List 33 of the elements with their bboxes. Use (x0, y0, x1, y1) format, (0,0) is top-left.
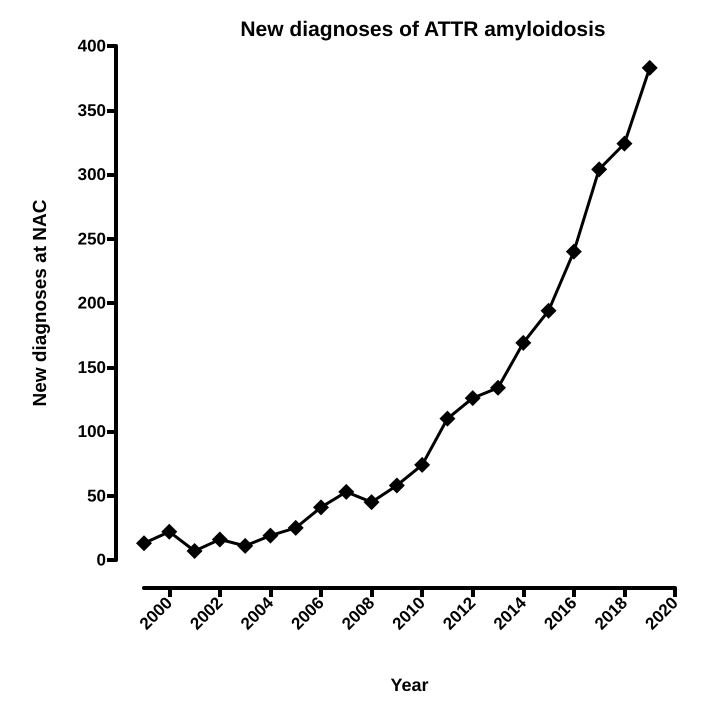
point (288, 520, 304, 536)
y-tick-label: 300 (78, 165, 106, 184)
y-tick-label: 250 (78, 229, 106, 248)
point (262, 528, 278, 544)
point (515, 334, 532, 351)
point (540, 302, 557, 319)
y-axis-title: New diagnoses at NAC (30, 199, 51, 406)
point (388, 477, 405, 494)
point (591, 161, 608, 178)
y-tick-label: 400 (78, 36, 106, 56)
point (490, 380, 506, 396)
y-tick-label: 200 (78, 294, 106, 312)
point (237, 538, 254, 554)
point (136, 535, 152, 552)
y-tick-label: 350 (78, 100, 106, 120)
point (616, 136, 632, 152)
point (212, 531, 228, 548)
y-tick-label: 50 (87, 486, 106, 506)
x-axis-title: Year (390, 675, 429, 695)
point (186, 543, 203, 560)
y-tick-label: 0 (96, 550, 106, 570)
point (566, 244, 582, 260)
point (338, 484, 354, 500)
point (464, 390, 481, 406)
point (313, 499, 329, 516)
chart-title: New diagnoses of ATTR amyloidosis (240, 18, 606, 41)
y-tick-label: 150 (78, 358, 106, 377)
point (161, 524, 178, 540)
y-tick-label: 100 (78, 422, 106, 441)
point (642, 60, 658, 76)
point (364, 494, 380, 510)
point (439, 410, 456, 427)
point (414, 456, 430, 473)
